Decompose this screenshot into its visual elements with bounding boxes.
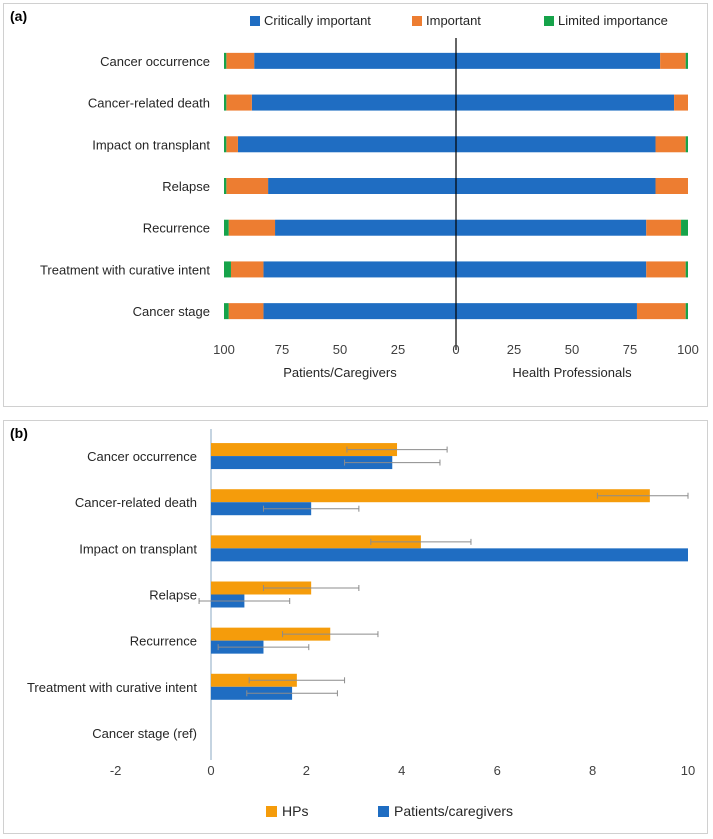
- bar-right-limited-impact-on-transplant: [685, 136, 688, 153]
- x-tick-10: 10: [681, 763, 695, 778]
- x-tick-left-50: 50: [333, 342, 347, 357]
- bar-right-limited-treatment-with-curative-intent: [685, 261, 688, 278]
- x-tick-6: 6: [494, 763, 501, 778]
- bar-right-critical-impact-on-transplant: [456, 136, 656, 153]
- bar-left-critical-impact-on-transplant: [237, 136, 456, 153]
- bar-left-important-cancer-occurrence: [226, 52, 255, 69]
- bar-right-important-impact-on-transplant: [655, 136, 686, 153]
- x-tick-8: 8: [589, 763, 596, 778]
- chart-a: Critically important Important Limited imp…: [40, 13, 699, 380]
- panel-a-label: (a): [10, 8, 28, 24]
- bar-right-important-cancer-related-death: [674, 94, 688, 111]
- category-label-impact-on-transplant: Impact on transplant: [92, 137, 210, 152]
- bar-left-limited-impact-on-transplant: [224, 136, 227, 153]
- bar-left-limited-cancer-stage: [224, 303, 229, 320]
- x-tick-left-100: 100: [213, 342, 235, 357]
- bar-hps-cancer-occurrence: [211, 443, 398, 457]
- bar-right-important-recurrence: [646, 219, 682, 236]
- x-tick-right-75: 75: [623, 342, 637, 357]
- legend-swatch-limited-importance: [544, 16, 554, 26]
- x-tick-left-75: 75: [275, 342, 289, 357]
- legend-swatch-important: [412, 16, 422, 26]
- bar-left-critical-cancer-related-death: [251, 94, 456, 111]
- bar-left-critical-cancer-stage: [263, 303, 456, 320]
- x-tick-right-25: 25: [507, 342, 521, 357]
- bar-patients-caregivers-impact-on-transplant: [211, 548, 688, 562]
- panel-a: (a) Critically important Important Limited…: [3, 3, 708, 407]
- bar-left-important-treatment-with-curative-intent: [230, 261, 264, 278]
- x-tick-4: 4: [398, 763, 405, 778]
- bar-right-limited-recurrence: [681, 219, 688, 236]
- category-label-cancer-occurrence: Cancer occurrence: [87, 449, 197, 464]
- x-tick-left-0: 0: [452, 342, 459, 357]
- category-label-cancer-stage: Cancer stage: [133, 304, 210, 319]
- legend-label-critically-important: Critically important: [264, 13, 371, 28]
- category-label-cancer-related-death: Cancer-related death: [88, 96, 210, 111]
- bar-right-limited-cancer-stage: [685, 303, 688, 320]
- chart-b: Cancer occurrence Cancer-related death Imp…: [27, 429, 695, 819]
- category-label-treatment-with-curative-intent: Treatment with curative intent: [27, 680, 197, 695]
- legend-swatch-hps: [266, 806, 277, 817]
- category-label-impact-on-transplant: Impact on transplant: [79, 541, 197, 556]
- bar-patients-caregivers-cancer-related-death: [211, 502, 312, 516]
- legend-swatch-patients-caregivers: [378, 806, 389, 817]
- bar-right-important-treatment-with-curative-intent: [646, 261, 686, 278]
- x-tick-left-25: 25: [391, 342, 405, 357]
- bar-right-critical-relapse: [456, 178, 656, 194]
- bar-hps-impact-on-transplant: [211, 535, 421, 549]
- bar-right-important-cancer-stage: [636, 303, 686, 320]
- bar-right-critical-cancer-stage: [456, 303, 637, 320]
- bar-left-critical-relapse: [268, 178, 456, 194]
- panel-b: (b) Cancer occurrence Cancer-related deat…: [3, 420, 708, 834]
- bar-left-important-cancer-stage: [228, 303, 264, 320]
- x-tick-0: 0: [207, 763, 214, 778]
- bar-right-critical-recurrence: [456, 219, 647, 236]
- left-group-label: Patients/Caregivers: [283, 365, 397, 380]
- bar-right-important-cancer-occurrence: [660, 52, 686, 69]
- category-label-cancer-occurrence: Cancer occurrence: [100, 54, 210, 69]
- bar-left-limited-treatment-with-curative-intent: [224, 261, 231, 278]
- x-tick-right-100: 100: [677, 342, 699, 357]
- legend-label-limited-importance: Limited importance: [558, 13, 668, 28]
- category-label-relapse: Relapse: [162, 179, 210, 194]
- bar-left-critical-treatment-with-curative-intent: [263, 261, 456, 278]
- bar-left-important-cancer-related-death: [226, 94, 252, 111]
- category-label-treatment-with-curative-intent: Treatment with curative intent: [40, 262, 210, 277]
- bar-right-critical-cancer-occurrence: [456, 52, 661, 69]
- category-label-recurrence: Recurrence: [143, 221, 210, 236]
- bar-hps-recurrence: [211, 627, 331, 641]
- bar-left-important-recurrence: [228, 219, 276, 236]
- bar-right-critical-cancer-related-death: [456, 94, 675, 111]
- legend-swatch-critically-important: [250, 16, 260, 26]
- legend-label-important: Important: [426, 13, 481, 28]
- bar-hps-relapse: [211, 581, 312, 595]
- bar-right-limited-cancer-occurrence: [685, 52, 688, 69]
- bar-left-important-relapse: [226, 178, 269, 194]
- bar-left-important-impact-on-transplant: [226, 136, 238, 153]
- bar-left-limited-cancer-related-death: [224, 94, 227, 111]
- bar-right-important-relapse: [655, 178, 688, 194]
- bar-left-limited-cancer-occurrence: [224, 52, 227, 69]
- legend-label-patients-caregivers: Patients/caregivers: [394, 803, 513, 819]
- bar-patients-caregivers-cancer-occurrence: [211, 456, 393, 470]
- category-label-cancer-stage-ref: Cancer stage (ref): [92, 726, 197, 741]
- legend-label-hps: HPs: [282, 803, 308, 819]
- x-tick-2: -2: [110, 763, 122, 778]
- bar-left-limited-relapse: [224, 178, 227, 194]
- category-label-relapse: Relapse: [149, 588, 197, 603]
- x-tick-2: 2: [303, 763, 310, 778]
- bar-left-critical-cancer-occurrence: [254, 52, 456, 69]
- panel-b-label: (b): [10, 425, 28, 441]
- x-tick-right-50: 50: [565, 342, 579, 357]
- category-label-cancer-related-death: Cancer-related death: [75, 495, 197, 510]
- bar-right-critical-treatment-with-curative-intent: [456, 261, 647, 278]
- bar-hps-cancer-related-death: [211, 489, 650, 503]
- right-group-label: Health Professionals: [512, 365, 632, 380]
- bar-left-critical-recurrence: [275, 219, 456, 236]
- bar-left-limited-recurrence: [224, 219, 229, 236]
- category-label-recurrence: Recurrence: [130, 634, 197, 649]
